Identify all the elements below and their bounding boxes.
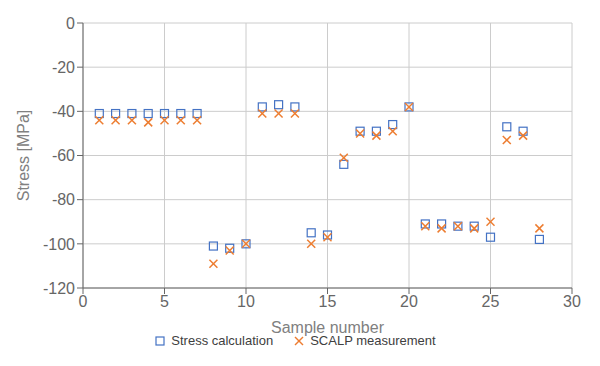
svg-text:-60: -60 [52, 147, 75, 164]
html-text:SCALP measurement: SCALP measurement [310, 333, 436, 348]
svg-text:0: 0 [66, 15, 75, 32]
svg-text:Sample number: Sample number [271, 319, 385, 336]
svg-text:-40: -40 [52, 103, 75, 120]
svg-text:10: 10 [237, 293, 255, 310]
html-text:Stress calculation: Stress calculation [171, 333, 274, 348]
svg-text:0: 0 [79, 293, 88, 310]
svg-text:5: 5 [160, 293, 169, 310]
svg-text:25: 25 [482, 293, 500, 310]
svg-text:Stress [MPa]: Stress [MPa] [15, 110, 32, 202]
svg-text:-120: -120 [43, 280, 75, 297]
svg-text:-20: -20 [52, 59, 75, 76]
svg-text:-100: -100 [43, 236, 75, 253]
svg-text:-80: -80 [52, 191, 75, 208]
svg-text:20: 20 [400, 293, 418, 310]
svg-text:15: 15 [319, 293, 337, 310]
svg-text:30: 30 [563, 293, 581, 310]
